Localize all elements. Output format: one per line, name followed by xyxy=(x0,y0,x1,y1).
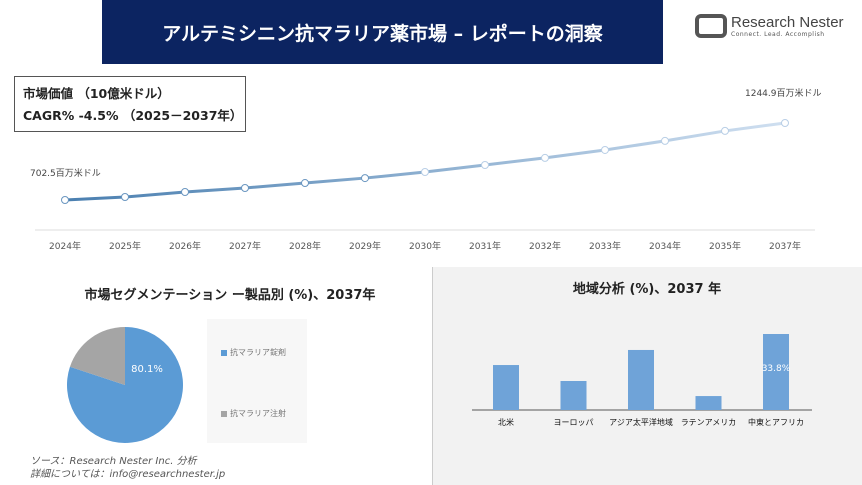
pie-slice xyxy=(69,327,125,385)
pie-legend: 抗マラリア錠剤 抗マラリア注射 xyxy=(207,319,307,443)
data-point xyxy=(61,196,69,204)
data-point xyxy=(301,179,309,188)
bar xyxy=(493,365,519,410)
bar-chart: 北米 ヨーロッパ アジア太平洋地域 ラテンアメリカ 中東とアフリカ 33.8% xyxy=(472,334,812,427)
x-tick-label: 2032年 xyxy=(529,240,561,252)
x-tick-label: ヨーロッパ xyxy=(554,418,594,427)
last-value-label: 1244.9百万米ドル xyxy=(745,87,822,99)
pie-data-label: 80.1% xyxy=(131,364,163,375)
bar xyxy=(695,396,722,410)
pie-title: 市場セグメンテーション ー製品別 (%)、2037年 xyxy=(84,288,376,303)
legend-label: 抗マラリア錠剤 xyxy=(230,348,286,357)
contact-line: 詳細については：info@researchnester.jp xyxy=(30,469,226,480)
x-tick-label: 2025年 xyxy=(109,240,141,252)
data-point xyxy=(781,119,789,127)
x-tick-label: アジア太平洋地域 xyxy=(609,417,673,427)
bar xyxy=(560,380,587,410)
page-title: アルテミシニン抗マラリア薬市場 – レポートの洞察 xyxy=(162,22,603,45)
logo: Research Nester Connect. Lead. Accomplis… xyxy=(695,14,844,38)
x-tick-label: 2028年 xyxy=(289,240,321,252)
x-tick-label: 2024年 xyxy=(49,240,81,252)
x-tick-label: 2035年 xyxy=(709,240,741,252)
data-point xyxy=(661,136,669,145)
x-tick-label: ラテンアメリカ xyxy=(681,418,737,427)
data-point xyxy=(121,193,129,202)
x-tick-label: 2029年 xyxy=(349,240,381,252)
first-value-label: 702.5百万米ドル xyxy=(30,167,101,179)
x-tick-label: 2026年 xyxy=(169,240,201,252)
legend-item: 抗マラリア錠剤 xyxy=(221,347,286,358)
info-box: 市場価値 （10億米ドル） CAGR% -4.5% （2025－2037年） xyxy=(14,76,246,132)
data-point xyxy=(181,188,189,197)
source-note: ソース：Research Nester Inc. 分析 詳細については：info… xyxy=(30,455,225,481)
bar xyxy=(763,334,789,410)
bar-title: 地域分析 (%)、2037 年 xyxy=(572,282,722,297)
data-point xyxy=(601,145,609,154)
data-point xyxy=(541,153,549,162)
cagr-label: CAGR% -4.5% （2025－2037年） xyxy=(23,108,243,123)
data-point xyxy=(241,184,249,193)
x-tick-label: 2037年 xyxy=(769,240,801,252)
x-tick-label: 中東とアフリカ xyxy=(748,417,804,427)
logo-name: Research Nester xyxy=(731,14,844,31)
legend-label: 抗マラリア注射 xyxy=(230,409,286,418)
x-tick-label: 2027年 xyxy=(229,240,261,252)
logo-icon xyxy=(695,14,727,38)
legend-swatch xyxy=(221,410,227,417)
data-point xyxy=(361,174,369,183)
title-banner: アルテミシニン抗マラリア薬市場 – レポートの洞察 xyxy=(102,0,663,64)
legend-item: 抗マラリア注射 xyxy=(221,408,286,419)
logo-tagline: Connect. Lead. Accomplish xyxy=(731,31,825,38)
x-tick-label: 2031年 xyxy=(469,240,501,252)
market-value-label: 市場価値 （10億米ドル） xyxy=(23,86,170,101)
data-point xyxy=(721,126,729,135)
series-line xyxy=(64,121,786,202)
x-tick-label: 2034年 xyxy=(649,240,681,252)
data-point xyxy=(421,167,429,176)
bar xyxy=(628,349,654,410)
x-tick-label: 2033年 xyxy=(589,240,621,252)
bar-data-label: 33.8% xyxy=(762,364,791,374)
line-chart: 702.5百万米ドル 1244.9百万米ドル 2024年 2025年 2026年 20… xyxy=(30,87,822,252)
data-point xyxy=(481,161,489,170)
legend-swatch xyxy=(221,349,227,356)
source-line: ソース：Research Nester Inc. 分析 xyxy=(30,456,197,467)
x-tick-label: 2030年 xyxy=(409,240,441,252)
x-tick-label: 北米 xyxy=(498,417,514,427)
pie-chart: 80.1% xyxy=(67,327,183,443)
